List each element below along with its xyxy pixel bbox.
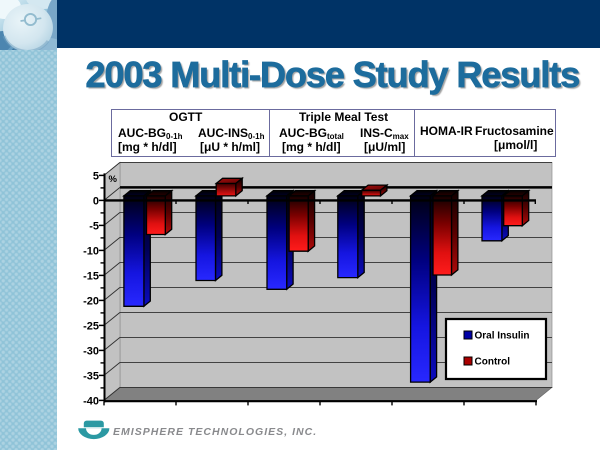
svg-text:-25: -25 <box>83 320 99 332</box>
svg-text:0: 0 <box>93 195 99 207</box>
svg-text:-40: -40 <box>83 395 99 407</box>
svg-text:-5: -5 <box>89 220 99 232</box>
svg-text:5: 5 <box>93 170 99 182</box>
svg-text:-15: -15 <box>83 270 99 282</box>
svg-text:%: % <box>109 174 118 185</box>
svg-text:-35: -35 <box>83 370 99 382</box>
svg-text:-20: -20 <box>83 295 99 307</box>
svg-text:Oral Insulin: Oral Insulin <box>475 331 530 342</box>
svg-text:Control: Control <box>475 357 511 368</box>
svg-text:-10: -10 <box>83 245 99 257</box>
svg-text:-30: -30 <box>83 345 99 357</box>
